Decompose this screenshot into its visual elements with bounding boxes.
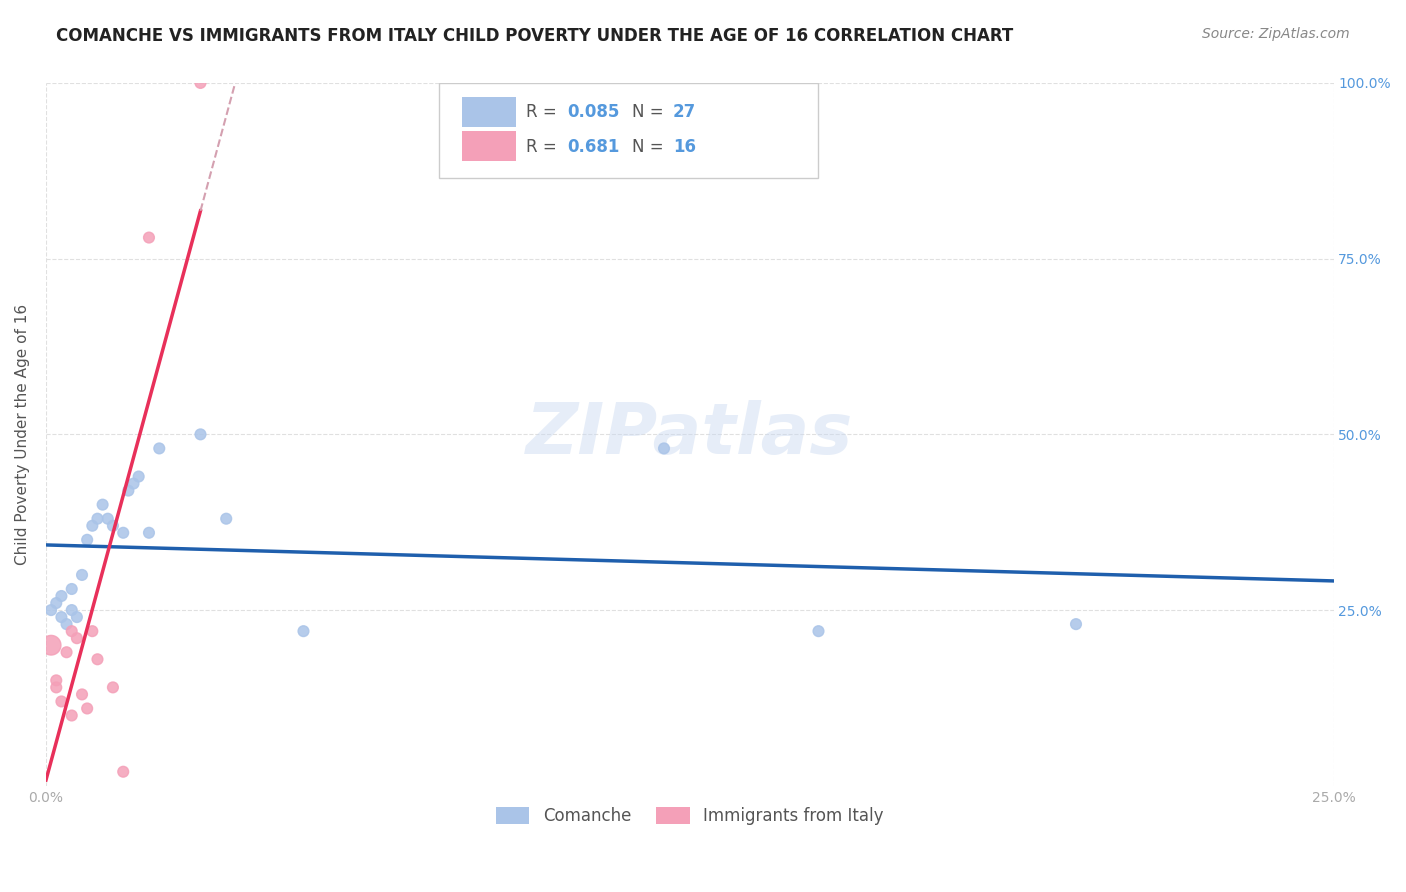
Point bbox=[70, 687, 93, 701]
Text: N =: N = bbox=[631, 103, 669, 121]
Point bbox=[112, 525, 135, 540]
Text: 27: 27 bbox=[673, 103, 696, 121]
Point bbox=[292, 624, 315, 639]
Point bbox=[55, 645, 77, 659]
Point bbox=[112, 764, 135, 779]
Point bbox=[51, 610, 73, 624]
Point bbox=[128, 469, 150, 483]
Point bbox=[70, 568, 93, 582]
Point bbox=[190, 76, 212, 90]
Point bbox=[39, 638, 62, 652]
Point bbox=[82, 624, 104, 639]
Point bbox=[138, 525, 160, 540]
FancyBboxPatch shape bbox=[439, 83, 818, 178]
Point bbox=[101, 518, 124, 533]
Text: R =: R = bbox=[526, 103, 562, 121]
Point bbox=[117, 483, 139, 498]
Point bbox=[82, 518, 104, 533]
Text: 0.681: 0.681 bbox=[568, 138, 620, 156]
FancyBboxPatch shape bbox=[461, 97, 516, 127]
Text: R =: R = bbox=[526, 138, 562, 156]
Point bbox=[148, 442, 170, 456]
Point bbox=[45, 681, 67, 695]
Point bbox=[66, 610, 89, 624]
Point bbox=[91, 498, 114, 512]
Point bbox=[652, 442, 675, 456]
Point bbox=[60, 603, 83, 617]
Point bbox=[60, 582, 83, 596]
Point bbox=[45, 673, 67, 688]
Point bbox=[97, 512, 120, 526]
Text: ZIPatlas: ZIPatlas bbox=[526, 400, 853, 469]
Point bbox=[86, 512, 108, 526]
Point bbox=[190, 427, 212, 442]
Point bbox=[76, 533, 98, 547]
Point bbox=[76, 701, 98, 715]
Point bbox=[101, 681, 124, 695]
Point bbox=[215, 512, 238, 526]
Text: 0.085: 0.085 bbox=[568, 103, 620, 121]
Point bbox=[60, 708, 83, 723]
Text: 16: 16 bbox=[673, 138, 696, 156]
Point bbox=[45, 596, 67, 610]
Point bbox=[39, 603, 62, 617]
Text: COMANCHE VS IMMIGRANTS FROM ITALY CHILD POVERTY UNDER THE AGE OF 16 CORRELATION : COMANCHE VS IMMIGRANTS FROM ITALY CHILD … bbox=[56, 27, 1014, 45]
Point bbox=[51, 694, 73, 708]
Y-axis label: Child Poverty Under the Age of 16: Child Poverty Under the Age of 16 bbox=[15, 304, 30, 565]
Point bbox=[55, 617, 77, 632]
Point bbox=[1064, 617, 1087, 632]
Legend: Comanche, Immigrants from Italy: Comanche, Immigrants from Italy bbox=[488, 799, 891, 834]
FancyBboxPatch shape bbox=[461, 131, 516, 161]
Point bbox=[60, 624, 83, 639]
Point bbox=[138, 230, 160, 244]
Text: Source: ZipAtlas.com: Source: ZipAtlas.com bbox=[1202, 27, 1350, 41]
Point bbox=[51, 589, 73, 603]
Point bbox=[807, 624, 830, 639]
Text: N =: N = bbox=[631, 138, 669, 156]
Point bbox=[86, 652, 108, 666]
Point bbox=[122, 476, 145, 491]
Point bbox=[66, 631, 89, 645]
